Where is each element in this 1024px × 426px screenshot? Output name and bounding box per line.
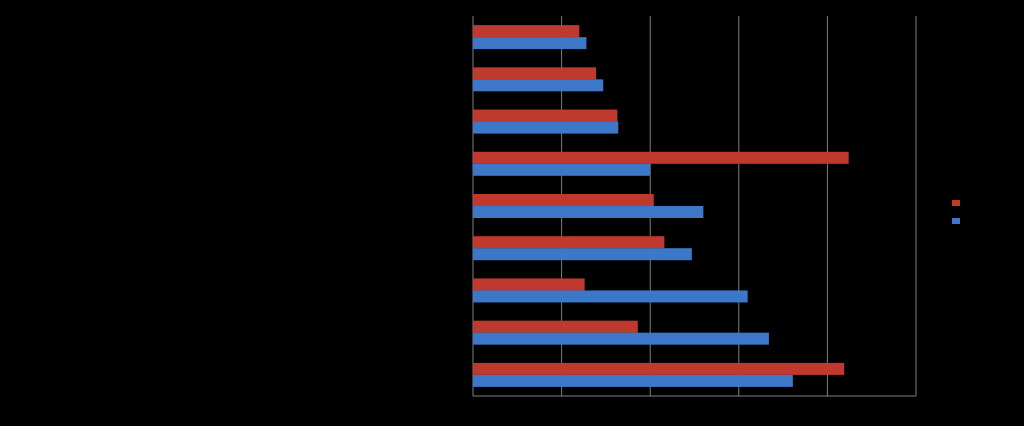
bar — [473, 332, 769, 345]
bar — [473, 290, 748, 303]
bar — [473, 236, 665, 249]
bar — [473, 37, 587, 50]
bar — [473, 320, 638, 333]
bar — [473, 278, 585, 291]
bar — [473, 206, 704, 218]
legend-swatch — [952, 218, 960, 224]
bar — [473, 109, 618, 122]
bar — [473, 248, 692, 261]
bar — [473, 362, 845, 375]
bar — [473, 121, 619, 134]
bar — [473, 25, 580, 38]
bar — [473, 194, 654, 206]
bar — [473, 151, 849, 164]
legend-swatch — [952, 200, 960, 206]
bar — [473, 163, 651, 176]
bar — [473, 67, 597, 80]
bar — [473, 79, 604, 92]
bar — [473, 374, 793, 387]
